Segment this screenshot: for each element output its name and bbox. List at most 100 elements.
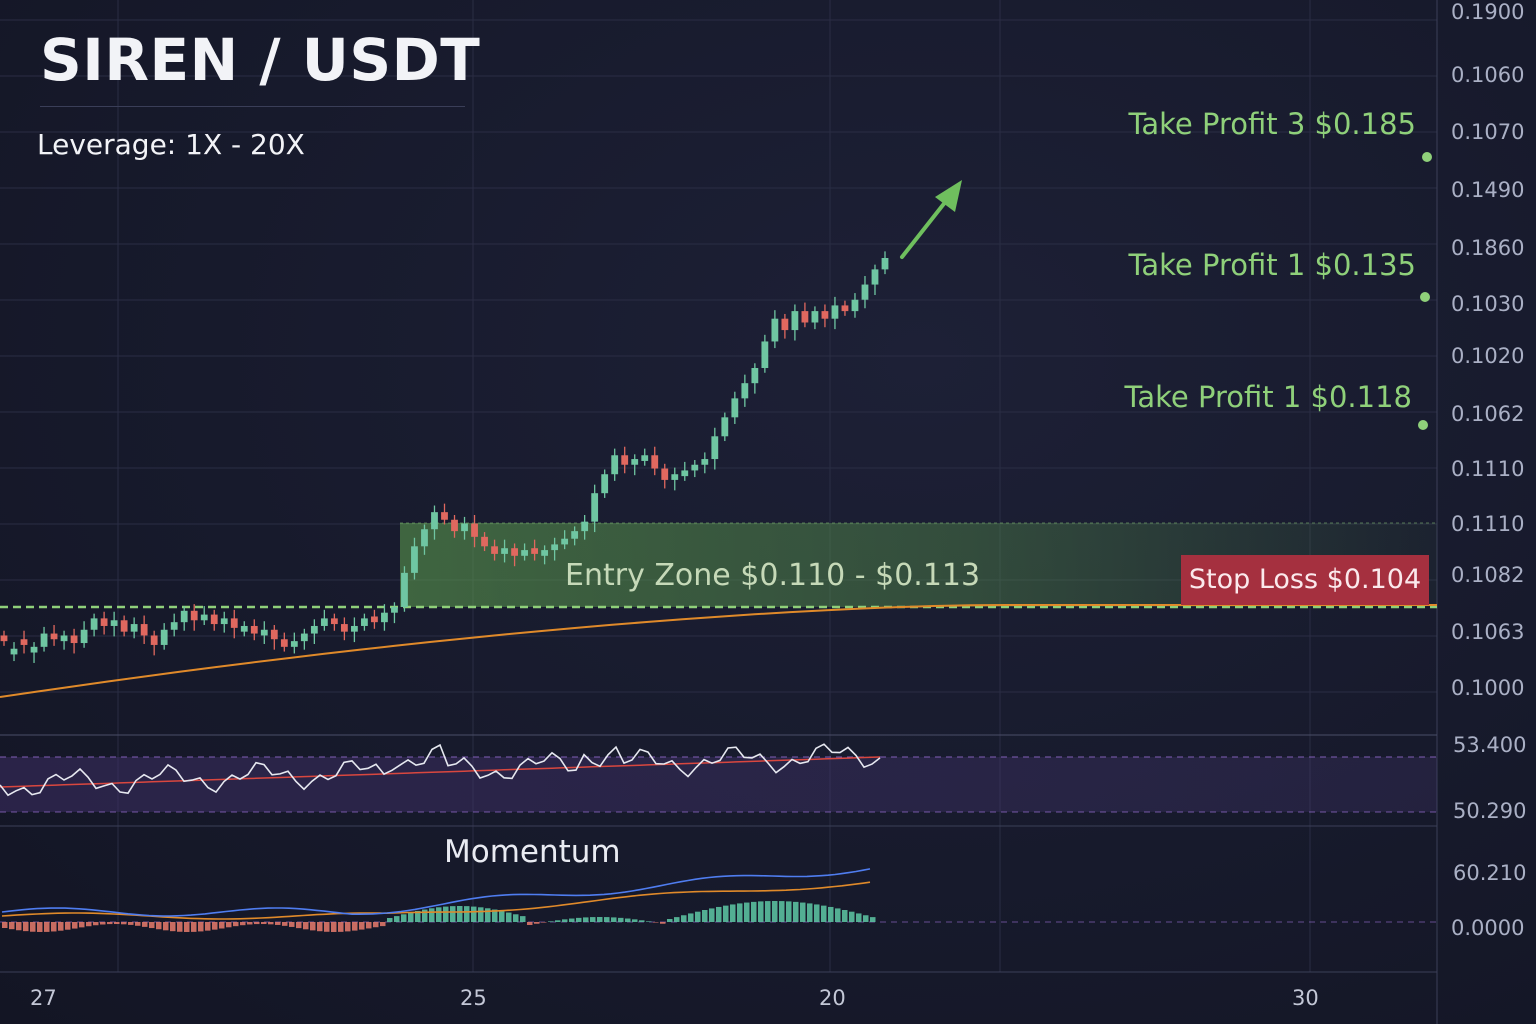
- take-profit-3-marker: [1422, 152, 1432, 162]
- time-axis-label: 27: [30, 986, 57, 1010]
- price-axis-label: 0.1900: [1451, 0, 1525, 24]
- momentum-bar: [226, 922, 232, 928]
- price-axis-label: 0.1063: [1451, 620, 1525, 644]
- candle-body: [811, 311, 819, 323]
- candle-body: [851, 299, 859, 312]
- momentum-bar: [688, 913, 694, 922]
- candle-body: [741, 383, 749, 399]
- candle-body: [100, 618, 108, 626]
- candle-body: [581, 521, 589, 532]
- momentum-bar: [583, 917, 589, 922]
- trend-arrow: [900, 180, 962, 259]
- candle-body: [551, 544, 559, 551]
- momentum-bar: [436, 907, 442, 922]
- momentum-bar: [478, 907, 484, 922]
- momentum-bar: [23, 922, 29, 932]
- take-profit-1b-marker: [1418, 420, 1428, 430]
- candle-body: [731, 398, 739, 418]
- momentum-bar: [65, 922, 71, 930]
- candle-body: [821, 311, 829, 319]
- momentum-bar: [191, 922, 197, 932]
- momentum-bar: [653, 922, 659, 923]
- candle-body: [60, 635, 68, 642]
- momentum-bar: [177, 922, 183, 932]
- candle-body: [300, 633, 308, 642]
- candle-body: [50, 633, 58, 640]
- candle-body: [20, 639, 28, 645]
- price-axis-label: 0.1000: [1451, 676, 1525, 700]
- leverage-text: Leverage: 1X - 20X: [37, 128, 305, 161]
- candle-body: [290, 641, 298, 647]
- candle-body: [661, 468, 669, 480]
- momentum-bar: [632, 919, 638, 922]
- candle-body: [200, 614, 208, 621]
- momentum-bar: [44, 922, 50, 932]
- momentum-bar: [233, 922, 239, 927]
- momentum-bar: [415, 910, 421, 922]
- momentum-bar: [450, 906, 456, 922]
- rsi-axis-label: 53.400: [1453, 733, 1527, 757]
- momentum-bar: [555, 920, 561, 922]
- momentum-bar: [107, 922, 113, 925]
- momentum-bar: [471, 906, 477, 922]
- candle-body: [361, 618, 368, 626]
- candle-body: [40, 633, 48, 647]
- momentum-bar: [625, 918, 631, 922]
- candle-body: [711, 436, 719, 460]
- momentum-bar: [737, 903, 743, 922]
- momentum-bar: [338, 922, 344, 932]
- momentum-bar: [240, 922, 246, 926]
- price-axis-label: 0.1082: [1451, 563, 1525, 587]
- momentum-bar: [289, 922, 295, 927]
- candle-body: [150, 635, 158, 645]
- momentum-axis-label: 60.210: [1453, 861, 1527, 885]
- price-axis-label: 0.1860: [1451, 236, 1525, 260]
- candle-body: [350, 625, 358, 632]
- stop-loss-label: Stop Loss $0.104: [1181, 555, 1429, 605]
- candle-body: [180, 610, 188, 623]
- momentum-bar: [814, 904, 820, 922]
- momentum-bar: [184, 922, 190, 932]
- momentum-bar: [618, 917, 624, 922]
- momentum-bar: [856, 913, 862, 922]
- rsi-band: [0, 757, 1437, 812]
- momentum-bar: [317, 922, 323, 932]
- momentum-bar: [611, 917, 617, 922]
- momentum-bar: [156, 922, 162, 930]
- candle-body: [391, 607, 398, 613]
- momentum-bar: [793, 901, 799, 922]
- price-axis-label: 0.1110: [1451, 457, 1525, 481]
- momentum-bar: [492, 909, 498, 922]
- candle-body: [411, 546, 418, 573]
- candle-body: [771, 318, 779, 342]
- price-axis-label: 0.1070: [1451, 120, 1525, 144]
- momentum-bar: [79, 922, 85, 928]
- momentum-bar: [821, 905, 827, 922]
- pair-title: SIREN / USDT: [40, 26, 481, 94]
- candle-body: [461, 523, 468, 532]
- momentum-bar: [198, 922, 204, 932]
- momentum-bar: [149, 922, 155, 929]
- candle-body: [320, 618, 328, 626]
- candle-body: [270, 629, 278, 640]
- momentum-bar: [86, 922, 92, 927]
- candle-body: [310, 625, 318, 634]
- momentum-histogram: [2, 901, 876, 932]
- momentum-bar: [51, 922, 57, 932]
- momentum-bar: [352, 922, 358, 931]
- candle-body: [801, 311, 809, 323]
- candle-body: [250, 625, 258, 634]
- momentum-bar: [786, 901, 792, 922]
- momentum-bar: [429, 908, 435, 922]
- momentum-bar: [464, 906, 470, 922]
- candle-body: [751, 368, 759, 384]
- momentum-bar: [779, 901, 785, 922]
- candle-body: [210, 614, 218, 625]
- momentum-bar: [324, 922, 330, 932]
- momentum-bar: [16, 922, 22, 931]
- candle-body: [531, 548, 539, 554]
- candle-body: [230, 618, 238, 628]
- candle-body: [881, 258, 889, 270]
- candle-body: [691, 464, 699, 471]
